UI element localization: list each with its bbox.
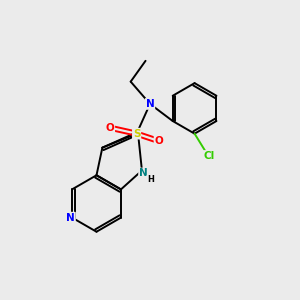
Text: Cl: Cl <box>204 151 215 161</box>
Text: S: S <box>133 129 140 139</box>
Text: N: N <box>139 169 148 178</box>
Text: H: H <box>147 176 154 184</box>
Text: N: N <box>146 99 154 109</box>
Text: N: N <box>66 213 75 223</box>
Text: O: O <box>106 123 114 133</box>
Text: O: O <box>154 136 163 146</box>
